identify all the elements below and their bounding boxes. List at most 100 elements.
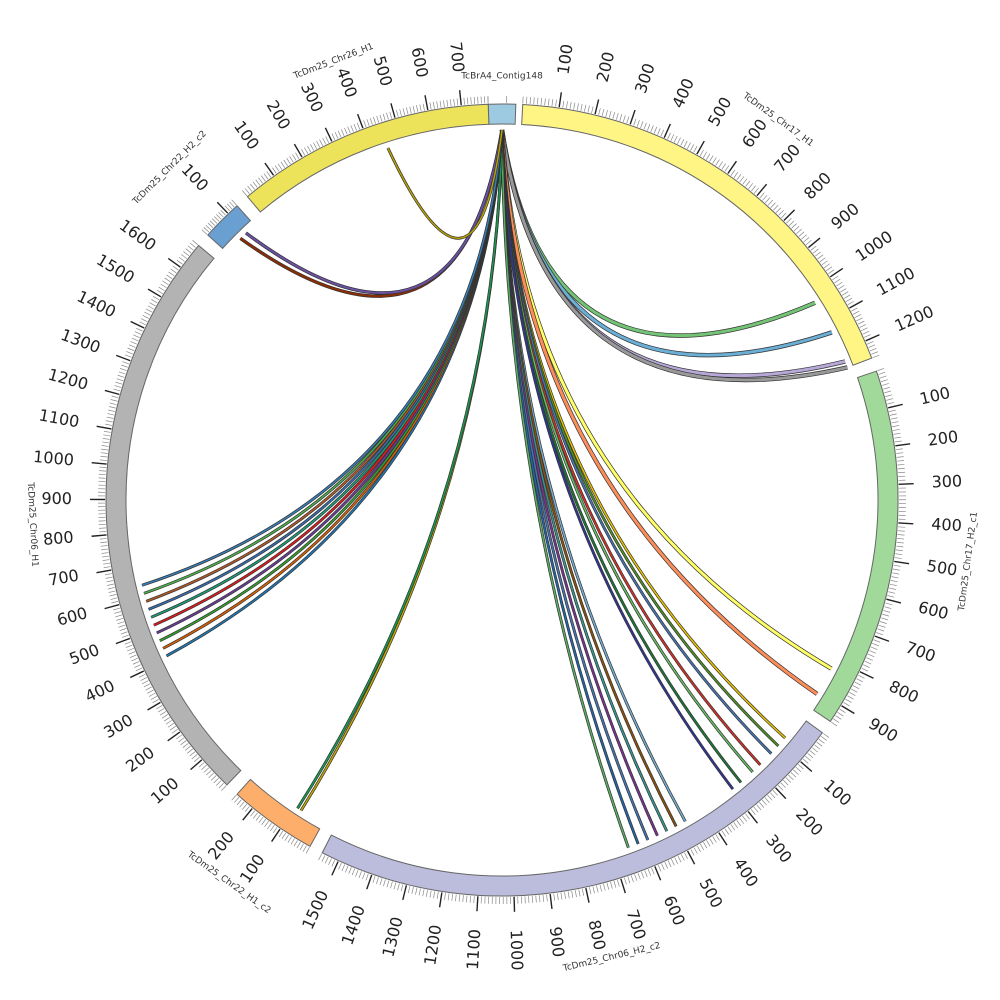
- tick-label: 700: [770, 140, 804, 176]
- tick-label: 400: [730, 854, 763, 890]
- tick-label: 100: [230, 117, 263, 153]
- segment-2: 100200300400500600700800900TcDm25_Chr17_…: [813, 368, 980, 746]
- tick-label: 1500: [93, 250, 138, 287]
- segment-name: TcDm25_Chr06_H2_c2: [561, 941, 661, 974]
- tick-label: 1200: [420, 923, 445, 966]
- tick-label: 800: [886, 677, 922, 707]
- tick-label: 100: [554, 43, 577, 76]
- segment-name: TcBrA4_Contig148: [460, 72, 543, 82]
- tick-label: 1500: [298, 887, 332, 932]
- tick-label: 500: [704, 94, 736, 130]
- tick-label: 200: [122, 743, 158, 776]
- tick-label: 200: [927, 427, 960, 450]
- segment-ticks: [830, 368, 914, 727]
- segment-name: TcDm25_Chr26_H1: [291, 42, 375, 82]
- tick-label: 100: [178, 160, 213, 195]
- tick-label: 300: [931, 471, 962, 491]
- segment-name: TcDm25_Chr06_H1: [25, 481, 39, 567]
- tick-label: 500: [696, 875, 727, 911]
- segment-ticks: [318, 733, 830, 912]
- tick-label: 300: [762, 831, 796, 867]
- link-8: [500, 129, 773, 755]
- tick-label: 600: [738, 115, 771, 151]
- tick-label: 500: [67, 640, 102, 668]
- tick-label: 600: [916, 597, 950, 623]
- tick-label: 1300: [378, 915, 406, 959]
- segment-arc: [813, 370, 899, 723]
- tick-label: 1200: [46, 365, 90, 394]
- segment-arc: [105, 244, 242, 786]
- link-25: [156, 129, 504, 635]
- link-28: [147, 129, 504, 611]
- tick-label: 400: [668, 75, 698, 111]
- tick-label: 300: [100, 710, 136, 742]
- tick-label: 600: [408, 46, 432, 80]
- tick-label: 100: [147, 773, 183, 807]
- tick-label: 900: [546, 926, 569, 959]
- tick-label: 1000: [32, 447, 74, 470]
- tick-label: 1100: [873, 263, 918, 299]
- segment-arc: [236, 778, 321, 848]
- link-32: [239, 129, 504, 298]
- tick-label: 1000: [852, 227, 896, 266]
- segment-ticks: [487, 96, 508, 104]
- tick-label: 500: [926, 556, 959, 579]
- tick-label: 200: [792, 804, 827, 839]
- link-16: [500, 129, 659, 837]
- link-34: [386, 129, 504, 240]
- link-6: [500, 129, 787, 740]
- tick-label: 700: [903, 638, 938, 666]
- link-33: [244, 129, 504, 295]
- tick-label: 600: [660, 893, 689, 929]
- tick-label: 300: [631, 61, 659, 96]
- link-24: [159, 129, 504, 642]
- segment-ticks: [522, 92, 880, 359]
- tick-label: 400: [931, 514, 963, 535]
- links-layer: [141, 129, 848, 849]
- tick-label: 800: [42, 527, 74, 549]
- segment-ticks: [201, 199, 237, 235]
- tick-label: 1400: [74, 287, 119, 322]
- tick-label: 1200: [892, 302, 937, 336]
- link-12: [500, 129, 735, 790]
- tick-label: 200: [263, 97, 295, 133]
- segment-arc: [321, 720, 824, 897]
- link-19: [500, 129, 630, 849]
- tick-label: 1600: [116, 215, 160, 254]
- segment-ticks: [231, 794, 310, 854]
- link-27: [150, 129, 504, 619]
- segment-arc: [246, 103, 490, 213]
- tick-label: 800: [585, 918, 610, 952]
- segment-ticks: [242, 90, 489, 197]
- tick-label: 900: [827, 199, 863, 233]
- tick-label: 700: [623, 907, 650, 942]
- segment-ticks: [89, 240, 227, 791]
- tick-label: 100: [918, 383, 952, 409]
- segment-0: TcBrA4_Contig148: [460, 72, 543, 125]
- tick-label: 500: [370, 54, 397, 89]
- tick-label: 300: [297, 79, 327, 115]
- tick-label: 700: [47, 566, 80, 590]
- tick-label: 100: [236, 851, 269, 887]
- tick-label: 400: [333, 65, 361, 100]
- tick-label: 1400: [338, 903, 369, 948]
- segment-arc: [487, 103, 517, 125]
- link-3: [499, 129, 848, 383]
- tick-label: 600: [55, 603, 89, 629]
- link-31: [141, 129, 504, 587]
- link-5: [499, 129, 819, 696]
- tick-label: 1100: [37, 405, 80, 431]
- tick-label: 800: [800, 168, 835, 203]
- link-7: [500, 129, 780, 748]
- tick-label: 100: [820, 775, 855, 809]
- link-26: [153, 129, 504, 627]
- tick-label: 1000: [507, 929, 527, 970]
- link-21: [296, 129, 504, 810]
- segment-arc: [207, 205, 252, 250]
- tick-label: 200: [204, 828, 238, 864]
